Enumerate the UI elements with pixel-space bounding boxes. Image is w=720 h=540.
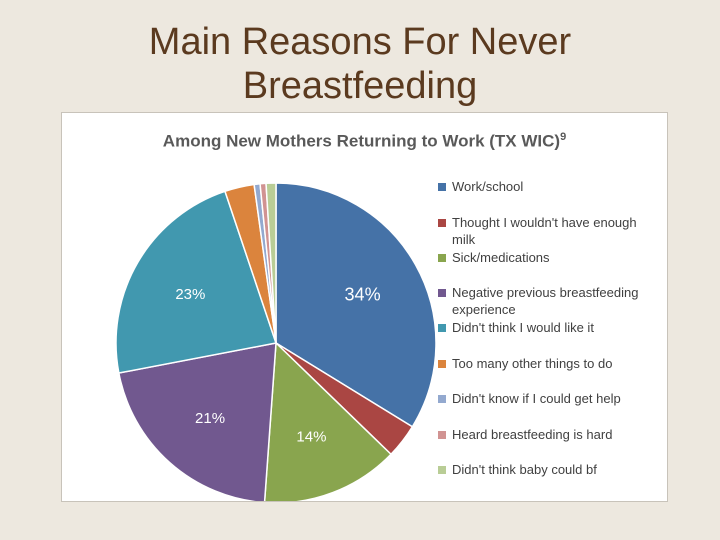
legend-label: Thought I wouldn't have enough milk: [452, 215, 637, 247]
data-label-work-school: 34%: [345, 285, 381, 305]
legend-label: Didn't think I would like it: [452, 320, 594, 335]
legend-item-didn-t-think-baby-could-bf: Didn't think baby could bf: [438, 461, 642, 478]
pie-slice-didn-t-think-i-would-like-it: [115, 190, 277, 374]
legend-swatch: [438, 466, 446, 474]
pie-slice-negative-previous-breastfeeding-experience: [117, 342, 277, 501]
legend-swatch: [438, 183, 446, 191]
legend-item-heard-breastfeeding-is-hard: Heard breastfeeding is hard: [438, 426, 642, 443]
legend-label: Work/school: [452, 179, 524, 194]
legend-swatch: [438, 360, 446, 368]
chart-panel: Among New Mothers Returning to Work (TX …: [61, 112, 668, 502]
legend-label: Too many other things to do: [452, 356, 613, 371]
chart-title-superscript: 9: [560, 131, 567, 143]
legend-swatch: [438, 431, 446, 439]
legend-swatch: [438, 219, 446, 227]
data-label-sick-medications: 14%: [296, 429, 326, 446]
slide-title: Main Reasons For Never Breastfeeding: [0, 20, 720, 108]
slide-title-line1: Main Reasons For Never: [148, 21, 572, 63]
legend-item-didn-t-think-i-would-like-it: Didn't think I would like it: [438, 319, 642, 336]
legend-label: Heard breastfeeding is hard: [452, 427, 613, 442]
legend-swatch: [438, 289, 446, 297]
data-label-didn-t-think-i-would-like-it: 23%: [175, 286, 205, 303]
legend-item-thought-i-wouldn-t-have-enough-milk: Thought I wouldn't have enough milk: [438, 214, 642, 248]
data-label-negative-previous-breastfeeding-experience: 21%: [195, 410, 225, 427]
chart-title-text: Among New Mothers Returning to Work (TX …: [162, 131, 561, 151]
legend-label: Didn't know if I could get help: [452, 391, 621, 406]
legend-item-sick-medications: Sick/medications: [438, 249, 642, 266]
chart-title: Among New Mothers Returning to Work (TX …: [62, 131, 667, 152]
pie-slice-didn-t-think-baby-could-bf: [265, 182, 277, 344]
pie-chart: 34% 14% 21% 23%: [115, 182, 437, 501]
legend-item-didn-t-know-if-i-could-get-help: Didn't know if I could get help: [438, 390, 642, 407]
pie-slice-sick-medications: [263, 341, 393, 501]
legend-item-negative-previous-breastfeeding-experience: Negative previous breastfeeding experien…: [438, 284, 642, 318]
legend-swatch: [438, 254, 446, 262]
pie-slice-work-school: [275, 182, 437, 428]
slide-title-line2: Breastfeeding: [242, 65, 478, 107]
legend-label: Didn't think baby could bf: [452, 462, 597, 477]
legend-label: Negative previous breastfeeding experien…: [452, 285, 639, 317]
legend-swatch: [438, 395, 446, 403]
legend-item-too-many-other-things-to-do: Too many other things to do: [438, 355, 642, 372]
legend-swatch: [438, 324, 446, 332]
legend-item-work-school: Work/school: [438, 178, 642, 195]
legend-label: Sick/medications: [452, 250, 550, 265]
